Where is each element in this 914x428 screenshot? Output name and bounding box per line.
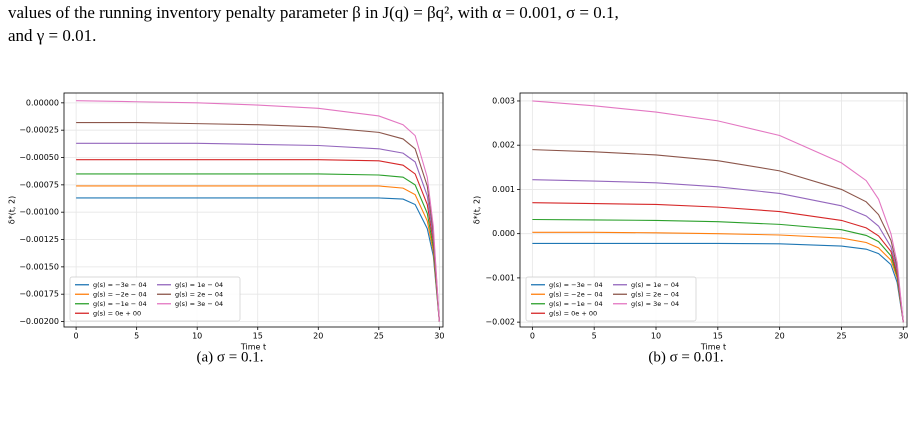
legend-label: g(s) = −3e − 04 [549,281,603,289]
x-tick-label: 0 [530,332,535,341]
x-tick-label: 30 [898,332,908,341]
y-tick-label: 0.003 [492,96,515,105]
legend-label: g(s) = 2e − 04 [175,290,223,298]
series-line [532,218,904,323]
x-tick-label: 20 [775,332,785,341]
series-line [76,197,440,322]
series-line [76,159,440,322]
plot-frame [63,92,444,328]
legend-label: g(s) = −1e − 04 [93,300,147,308]
y-tick-label: 0.001 [492,185,515,194]
x-tick-label: 0 [74,332,79,341]
series-line [532,100,904,323]
series-line [532,179,904,323]
y-tick-label: −0.00150 [19,262,59,271]
figure-caption: (b) σ = 0.01. [648,349,723,365]
y-tick-label: −0.00100 [19,208,59,217]
y-tick-label: −0.00025 [19,126,59,135]
legend-label: g(s) = 1e − 04 [175,281,223,289]
legend-label: g(s) = 0e + 00 [549,309,597,317]
series-line [532,149,904,323]
y-tick-label: −0.002 [485,318,515,327]
x-tick-label: 25 [836,332,846,341]
x-tick-label: 20 [313,332,323,341]
y-axis-label: δ*(t, 2) [473,196,482,224]
y-tick-label: −0.00200 [19,317,59,326]
x-tick-label: 30 [434,332,444,341]
legend-label: g(s) = 3e − 04 [175,300,223,308]
y-tick-label: −0.00050 [19,153,59,162]
y-axis-label: δ*(t, 2) [8,196,17,224]
x-tick-label: 5 [134,332,139,341]
y-tick-label: 0.002 [492,141,515,150]
y-tick-label: −0.001 [485,273,515,282]
x-tick-label: 15 [713,332,723,341]
x-axis-label: Time t [240,343,266,352]
x-tick-label: 5 [592,332,597,341]
legend-label: g(s) = 1e − 04 [631,281,679,289]
legend-box [525,276,697,322]
series-line [76,100,440,322]
series-line [76,185,440,322]
plot-frame [519,92,908,328]
legend-label: g(s) = 0e + 00 [93,309,141,317]
paragraph-line: and γ = 0.01. [8,26,97,45]
legend-box [69,276,241,322]
legend-label: g(s) = 2e − 04 [631,290,679,298]
series-line [76,142,440,322]
legend-label: g(s) = −3e − 04 [93,281,147,289]
y-tick-label: 0.000 [492,229,515,238]
legend-label: g(s) = −2e − 04 [93,290,147,298]
y-tick-label: −0.00125 [19,235,59,244]
series-line [532,242,904,323]
series-line [76,173,440,322]
y-tick-label: −0.00075 [19,180,59,189]
paragraph-line: values of the running inventory penalty … [8,3,619,22]
legend-label: g(s) = 3e − 04 [631,300,679,308]
x-tick-label: 10 [651,332,661,341]
y-tick-label: −0.00175 [19,290,59,299]
y-tick-label: 0.00000 [26,98,59,107]
x-tick-label: 15 [253,332,263,341]
series-line [76,121,440,322]
figure-caption: (a) σ = 0.1. [197,349,264,365]
x-axis-label: Time t [700,343,726,352]
legend-label: g(s) = −2e − 04 [549,290,603,298]
legend-label: g(s) = −1e − 04 [549,300,603,308]
x-tick-label: 10 [192,332,202,341]
x-tick-label: 25 [374,332,384,341]
series-line [532,202,904,323]
series-line [532,231,904,323]
